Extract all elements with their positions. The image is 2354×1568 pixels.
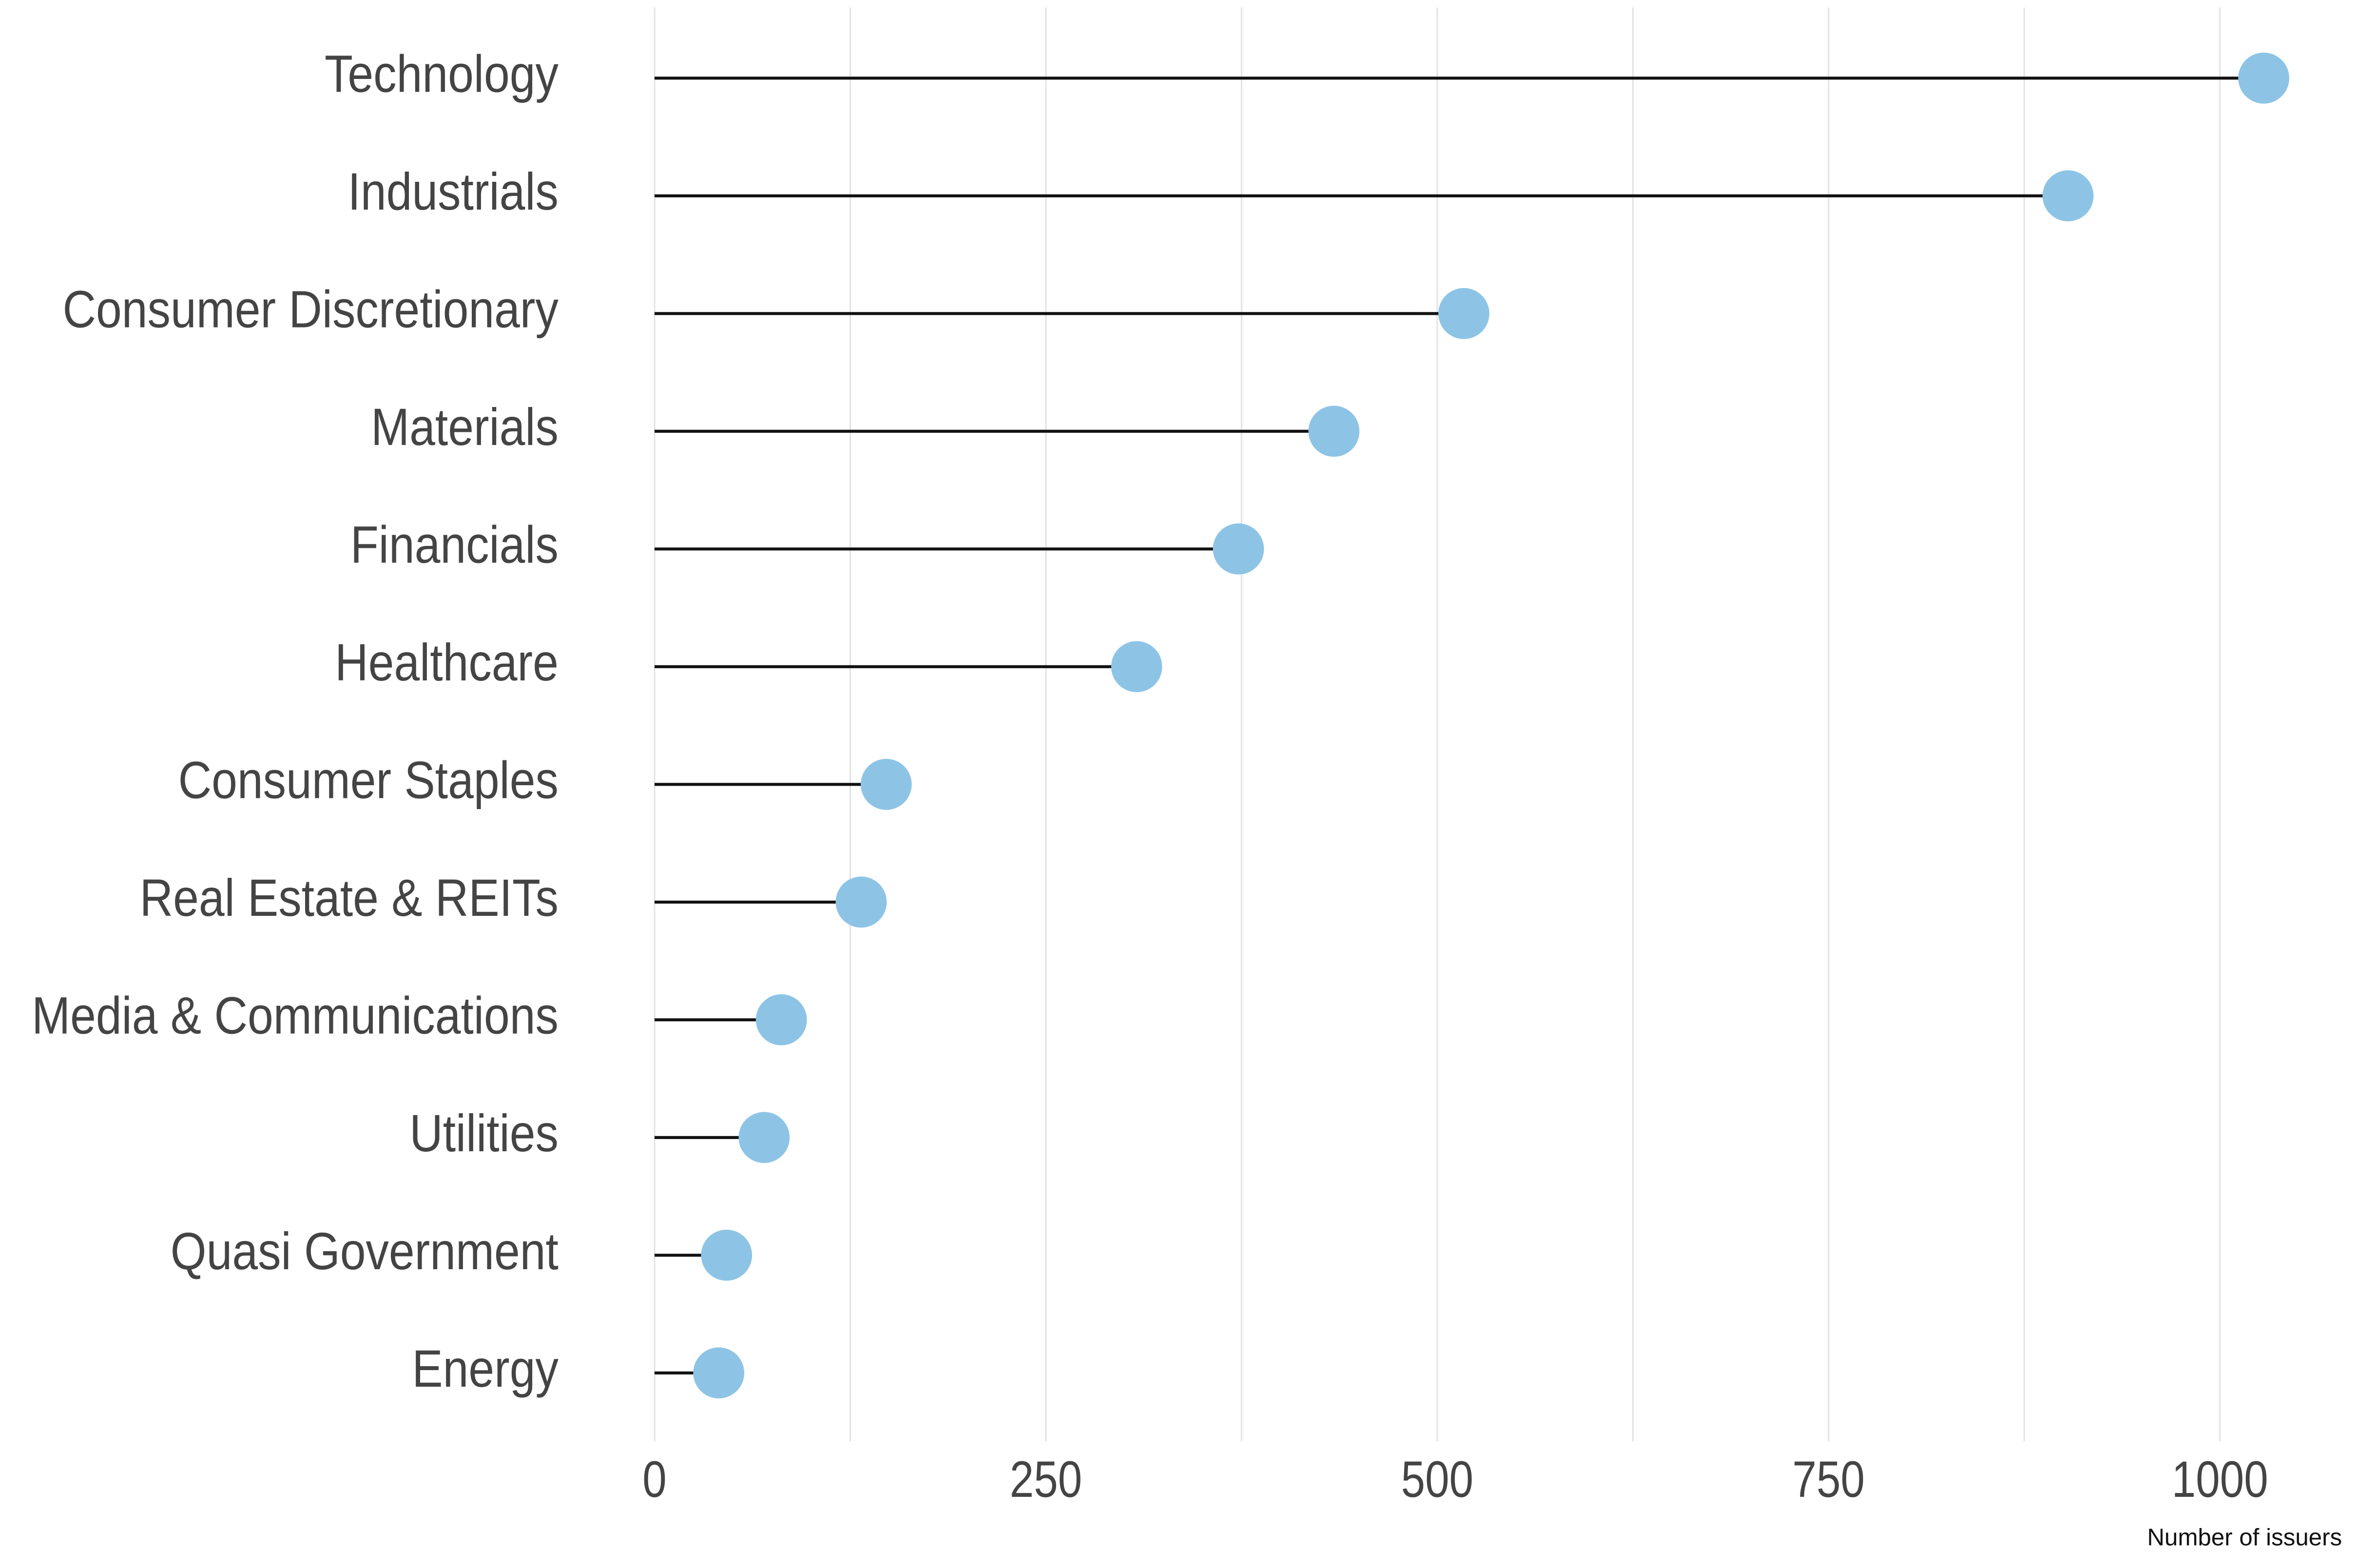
dot	[1438, 288, 1489, 339]
y-tick-label: Consumer Staples	[178, 751, 559, 810]
y-tick-label: Industrials	[348, 162, 559, 221]
x-axis-label: Number of issuers	[2147, 1524, 2342, 1550]
dot	[2042, 170, 2094, 222]
x-tick-label: 1000	[2172, 1451, 2268, 1508]
y-tick-label: Energy	[412, 1339, 559, 1398]
dot	[1308, 406, 1360, 457]
y-tick-label: Media & Communications	[32, 986, 559, 1045]
y-tick-label: Healthcare	[335, 633, 559, 692]
dot	[861, 758, 912, 810]
dot	[738, 1112, 790, 1163]
dot	[693, 1347, 745, 1399]
dot	[2238, 52, 2290, 104]
y-tick-label: Technology	[325, 44, 559, 103]
dot	[1111, 641, 1162, 693]
y-tick-label: Consumer Discretionary	[62, 280, 559, 339]
x-tick-label: 500	[1401, 1451, 1474, 1508]
x-tick-label: 750	[1793, 1451, 1865, 1508]
dot	[1213, 523, 1264, 575]
y-tick-label: Utilities	[409, 1104, 559, 1163]
y-tick-label: Materials	[371, 398, 559, 457]
x-tick-label: 250	[1010, 1451, 1082, 1508]
y-tick-label: Quasi Government	[171, 1221, 559, 1280]
dot	[835, 876, 887, 928]
y-tick-label: Financials	[350, 515, 559, 574]
x-tick-label: 0	[642, 1451, 667, 1508]
dot	[701, 1229, 753, 1281]
y-tick-label: Real Estate & REITs	[140, 869, 559, 928]
dot	[755, 994, 807, 1045]
